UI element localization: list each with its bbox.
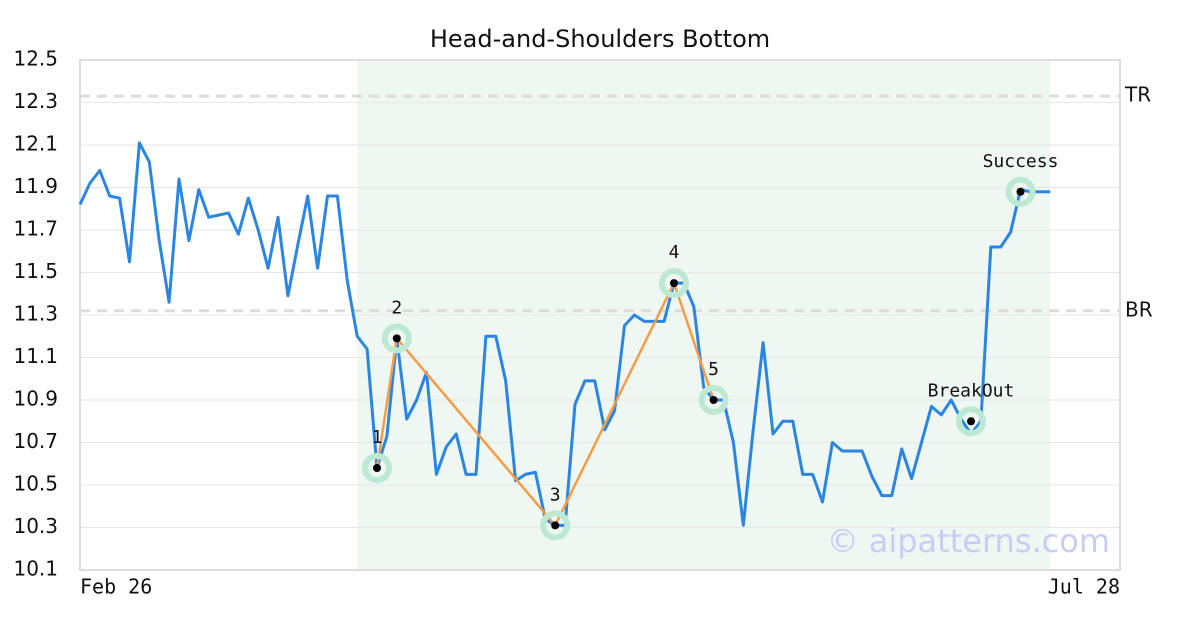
y-tick-label: 11.7 (13, 217, 58, 241)
y-tick-label: 10.9 (13, 387, 58, 411)
point-label: Success (983, 151, 1059, 172)
point-label: 2 (391, 297, 402, 318)
point-halo (540, 510, 571, 541)
point-halo (362, 453, 392, 483)
point-halo (1005, 176, 1036, 207)
plot-frame (79, 59, 1121, 571)
point-dot (709, 396, 718, 404)
point-halo (956, 406, 986, 437)
y-tick-label: 10.1 (13, 557, 58, 581)
y-tick-label: 10.3 (13, 514, 58, 538)
point-dot (967, 417, 975, 426)
point-label: BreakOut (928, 380, 1015, 401)
point-label: 1 (372, 427, 383, 448)
level-label: BR (1125, 297, 1153, 321)
point-label: 4 (669, 242, 680, 263)
chart-title: Head-and-Shoulders Bottom (430, 25, 770, 53)
point-label: 5 (708, 359, 719, 380)
y-tick-label: 10.7 (13, 429, 58, 453)
level-label: TR (1124, 83, 1151, 107)
point-halo (381, 323, 412, 354)
y-tick-label: 12.3 (13, 89, 58, 113)
point-halo (659, 268, 689, 299)
y-tick-label: 11.3 (13, 302, 58, 326)
y-tick-label: 11.1 (13, 344, 58, 368)
y-tick-label: 12.5 (13, 47, 58, 71)
y-tick-label: 12.1 (13, 132, 58, 156)
y-tick-label: 11.9 (13, 174, 58, 198)
point-dot (551, 521, 560, 530)
point-dot (1016, 187, 1025, 196)
y-tick-label: 11.5 (13, 259, 58, 283)
x-tick-label: Jul 28 (1048, 575, 1120, 599)
point-label: 3 (550, 484, 561, 505)
point-dot (670, 279, 678, 288)
watermark: © aipatterns.com (827, 522, 1110, 560)
x-tick-label: Feb 26 (80, 575, 152, 599)
point-halo (698, 385, 729, 415)
background-layer (80, 59, 1120, 571)
plot-layer: 10.1 10.3 10.5 10.7 10.9 11.1 11.3 11.5 11.7 11.9… (13, 47, 1152, 599)
point-dot (392, 334, 401, 343)
point-dot (373, 464, 381, 472)
y-tick-label: 10.5 (13, 472, 58, 496)
